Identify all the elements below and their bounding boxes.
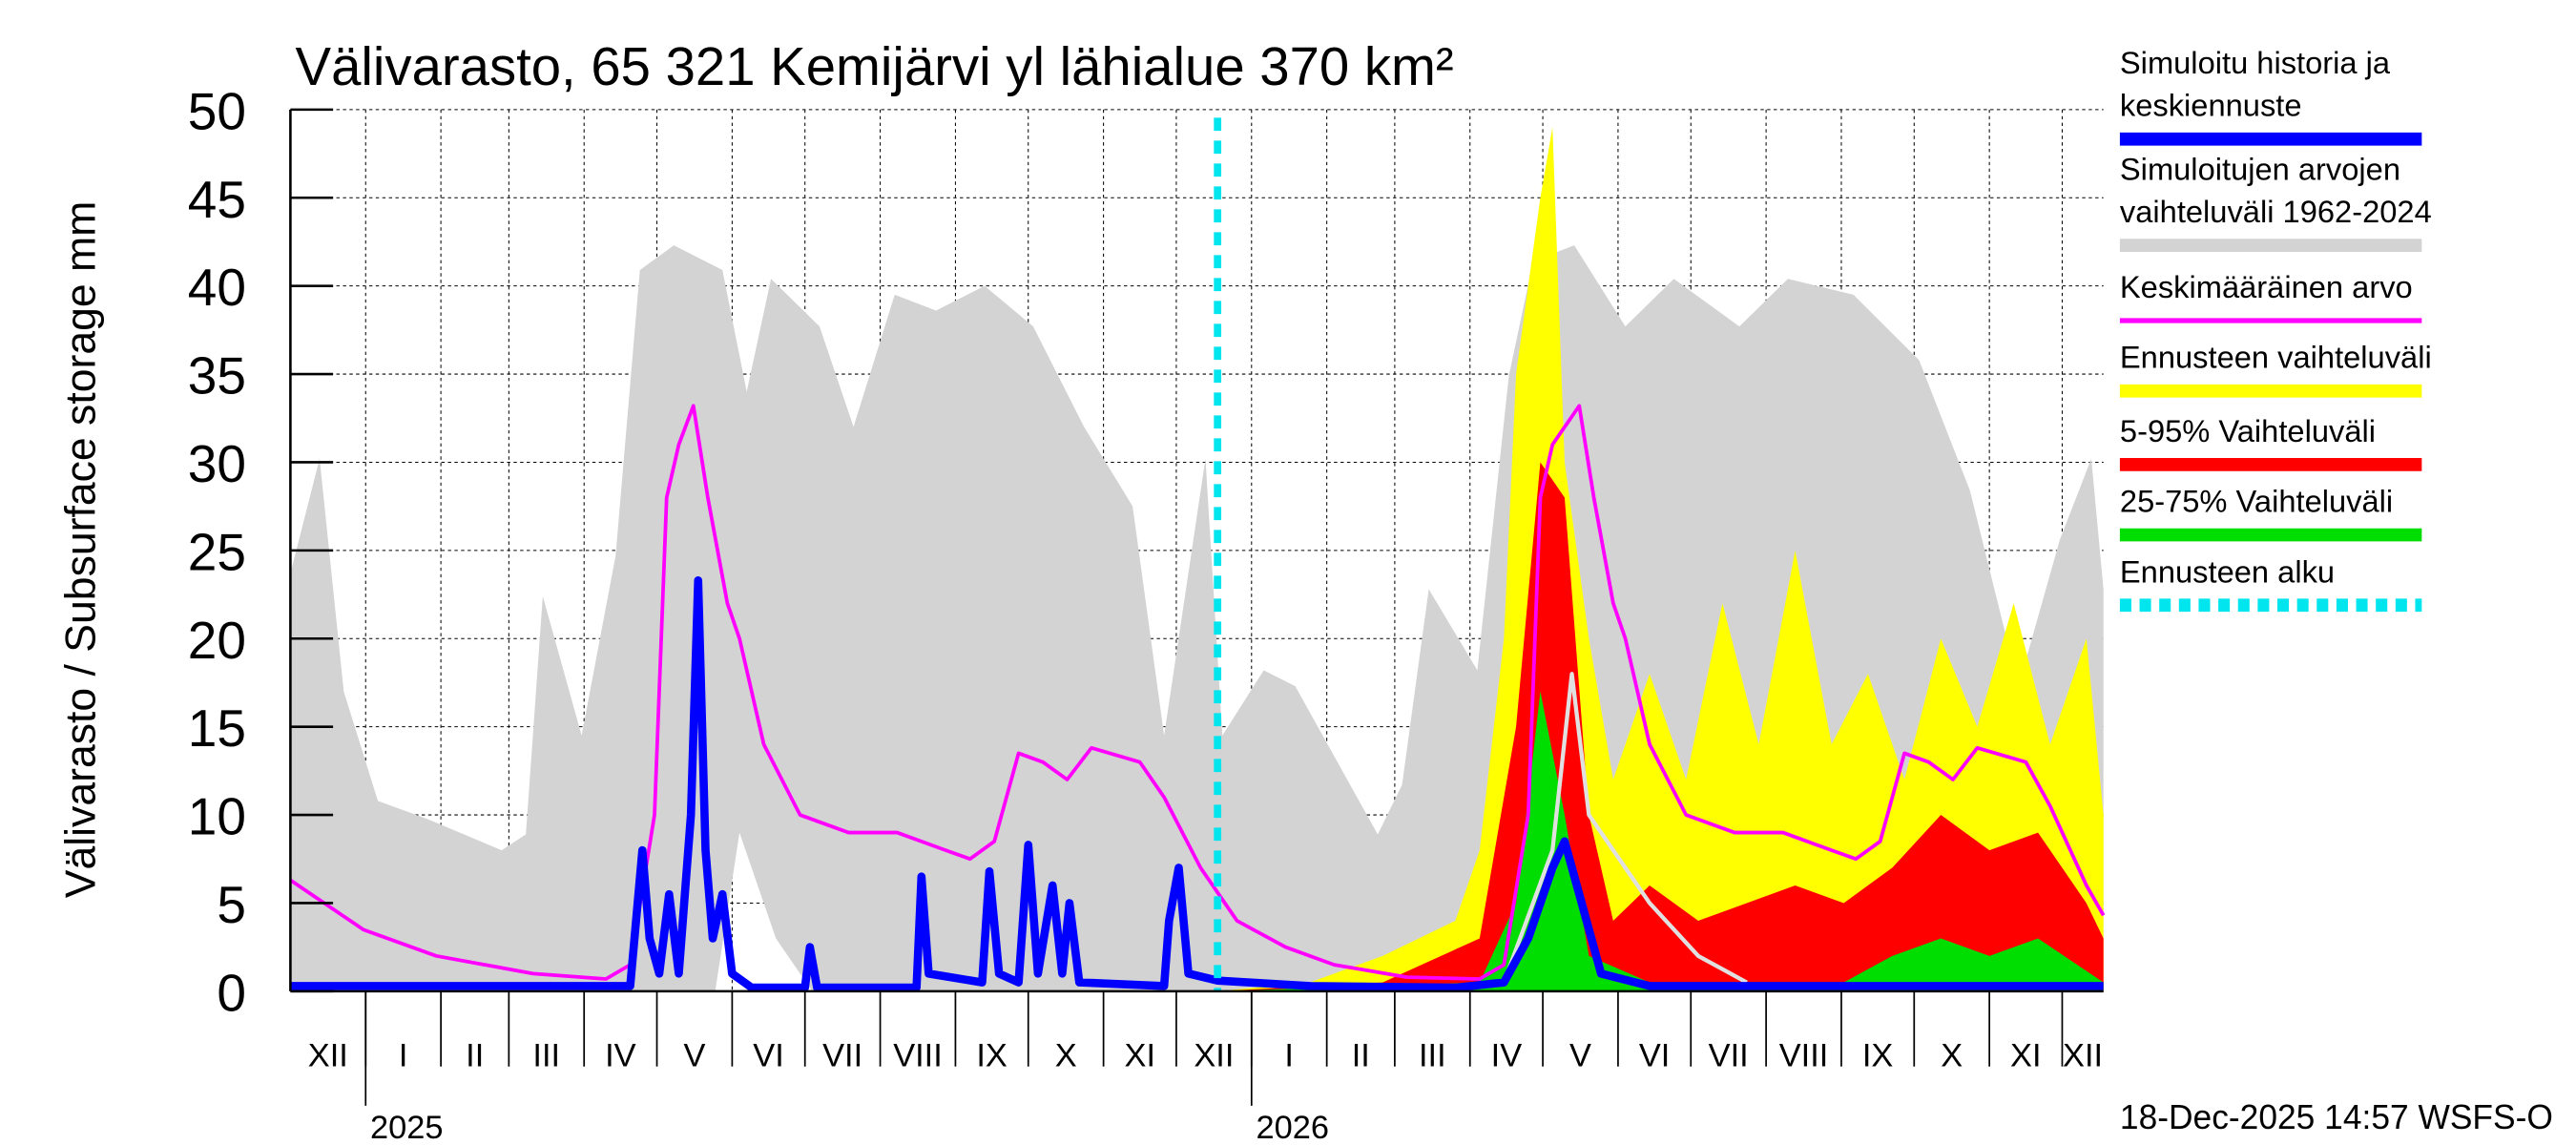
month-label: X — [1055, 1038, 1077, 1074]
y-tick-label: 5 — [217, 875, 246, 934]
y-tick-label: 15 — [188, 698, 246, 758]
month-label: VIII — [893, 1038, 943, 1074]
month-label: II — [1352, 1038, 1370, 1074]
y-tick-label: 35 — [188, 346, 246, 406]
series-25-75-vaihteluv-li-area — [1217, 691, 2104, 991]
y-tick-label: 20 — [188, 611, 246, 670]
month-label: XI — [2010, 1038, 2041, 1074]
month-label: XII — [1194, 1038, 1234, 1074]
month-label: V — [1569, 1038, 1591, 1074]
series-forecast-reference-line — [1502, 672, 1748, 985]
month-label: IV — [605, 1038, 636, 1074]
legend-item: 5-95% Vaihteluväli — [2119, 413, 2422, 471]
legend-label: keskiennuste — [2120, 88, 2302, 123]
legend-item: Ennusteen vaihteluväli — [2119, 340, 2432, 398]
month-label: VII — [1709, 1038, 1749, 1074]
legend-label: Ennusteen vaihteluväli — [2120, 340, 2432, 375]
y-tick-label: 25 — [188, 523, 246, 582]
month-label: IV — [1491, 1038, 1523, 1074]
month-label: VII — [822, 1038, 862, 1074]
chart-title: Välivarasto, 65 321 Kemijärvi yl lähialu… — [296, 37, 1454, 97]
y-tick-label: 0 — [217, 964, 246, 1023]
month-label: X — [1941, 1038, 1963, 1074]
y-tick-label: 10 — [188, 787, 246, 846]
series-ennusteen-vaihteluv-li-area — [1217, 127, 2104, 991]
legend-label: 25-75% Vaihteluväli — [2120, 484, 2393, 519]
month-label: VIII — [1779, 1038, 1829, 1074]
legend-item: Simuloitu historia ja keskiennuste — [2119, 45, 2422, 146]
month-label: V — [683, 1038, 705, 1074]
legend-label: vaihteluväli 1962-2024 — [2120, 194, 2432, 229]
month-label: II — [466, 1038, 484, 1074]
year-label: 2026 — [1257, 1110, 1329, 1145]
legend-label: 5-95% Vaihteluväli — [2120, 413, 2376, 448]
y-tick-label: 45 — [188, 170, 246, 229]
y-tick-label: 50 — [188, 82, 246, 141]
legend-item: 25-75% Vaihteluväli — [2119, 484, 2422, 542]
legend-item: Ennusteen alku — [2119, 553, 2422, 613]
legend-label: Simuloitujen arvojen — [2120, 152, 2400, 187]
y-tick-label: 30 — [188, 434, 246, 493]
month-label: XII — [308, 1038, 348, 1074]
month-label: VI — [1639, 1038, 1670, 1074]
month-label: IX — [1862, 1038, 1894, 1074]
month-label: IX — [976, 1038, 1008, 1074]
y-axis-label: Välivarasto / Subsurface storage mm — [58, 201, 105, 899]
month-label: VI — [753, 1038, 783, 1074]
series-keskim-r-inen-arvo-line — [289, 404, 2106, 981]
month-label: I — [1284, 1038, 1294, 1074]
month-label: III — [1419, 1038, 1446, 1074]
plot-area — [289, 109, 2106, 992]
legend-label: Simuloitu historia ja — [2120, 45, 2391, 80]
series-5-95-vaihteluv-li-area — [1217, 462, 2104, 991]
legend: Simuloitu historia jakeskiennusteSimuloi… — [2119, 45, 2432, 613]
month-label: I — [399, 1038, 408, 1074]
month-label: III — [532, 1038, 560, 1074]
month-label: XI — [1125, 1038, 1155, 1074]
footer-timestamp: 18-Dec-2025 14:57 WSFS-O — [2120, 1097, 2553, 1136]
y-tick-label: 40 — [188, 258, 246, 317]
year-label: 2025 — [370, 1110, 443, 1145]
legend-label: Ennusteen alku — [2120, 553, 2335, 589]
legend-item: Simuloitujen arvojen vaihteluväli 1962-20… — [2119, 152, 2432, 252]
series-simuloitu-historia-ja-keskiennuste-line — [290, 575, 2104, 992]
legend-item: Keskimääräinen arvo — [2119, 269, 2422, 323]
month-label: XII — [2063, 1038, 2103, 1074]
legend-label: Keskimääräinen arvo — [2120, 269, 2413, 304]
